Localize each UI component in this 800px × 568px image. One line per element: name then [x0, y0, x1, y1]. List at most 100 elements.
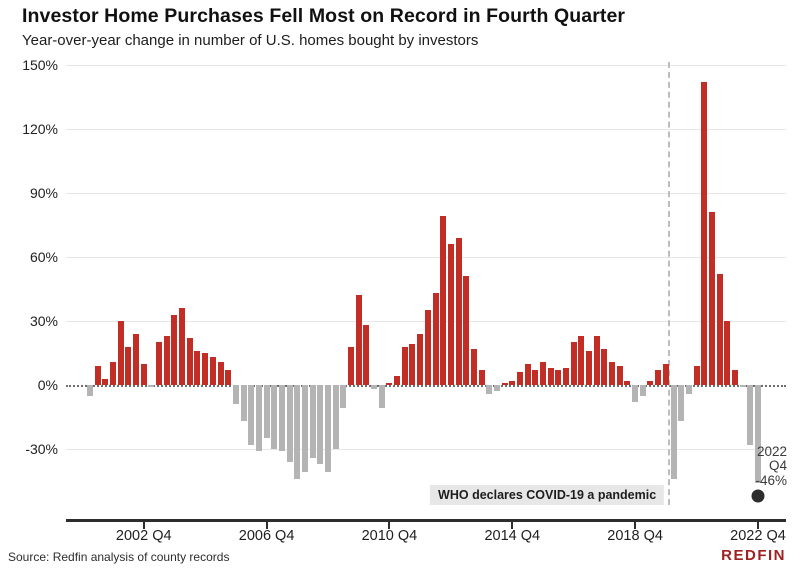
bar-2011-Q4: [417, 333, 424, 385]
bar-2008-Q4: [325, 385, 332, 473]
bar-2015-Q1: [516, 372, 523, 385]
bar-2017-Q1: [578, 335, 585, 385]
x-axis-label: 2002 Q4: [115, 528, 172, 544]
bar-2011-Q2: [401, 346, 408, 385]
y-axis-label: 0%: [37, 377, 58, 393]
bar-2022-Q2: [739, 385, 746, 388]
x-axis-line: [66, 519, 786, 522]
bar-2006-Q3: [255, 385, 262, 452]
bar-2016-Q4: [570, 342, 577, 385]
bar-2014-Q4: [509, 380, 516, 385]
bar-2022-Q4: [754, 385, 761, 484]
x-axis-label: 2014 Q4: [484, 528, 541, 544]
source-note: Source: Redfin analysis of county record…: [8, 550, 230, 564]
bar-2005-Q4: [232, 385, 239, 405]
bar-2019-Q4: [662, 363, 669, 385]
bar-2022-Q1: [731, 370, 738, 385]
x-axis-label: 2006 Q4: [238, 528, 295, 544]
bar-2016-Q2: [555, 370, 562, 385]
bar-2021-Q3: [716, 274, 723, 385]
x-axis-tick: [756, 522, 759, 529]
bar-2019-Q1: [639, 385, 646, 396]
bar-2005-Q2: [217, 361, 224, 385]
x-axis-tick: [265, 522, 268, 529]
bar-2020-Q2: [678, 385, 685, 422]
bar-2013-Q1: [455, 237, 462, 385]
bar-2003-Q4: [171, 314, 178, 385]
bar-2006-Q4: [263, 385, 270, 439]
bar-2004-Q1: [179, 308, 186, 385]
gridline-150: [66, 65, 786, 66]
covid-label: WHO declares COVID-19 a pandemic: [430, 485, 665, 505]
redfin-logo: REDFIN: [721, 547, 786, 564]
bar-2009-Q2: [340, 385, 347, 409]
zero-line: [66, 385, 786, 387]
bar-2018-Q1: [609, 361, 616, 385]
bar-2003-Q2: [156, 342, 163, 385]
bar-2001-Q2: [94, 365, 101, 385]
bar-2007-Q2: [278, 385, 285, 452]
bar-2013-Q3: [470, 348, 477, 385]
bar-2010-Q1: [363, 325, 370, 385]
bar-2002-Q4: [140, 363, 147, 385]
x-axis-tick: [388, 522, 391, 529]
bar-2012-Q2: [432, 293, 439, 385]
bar-2004-Q3: [194, 350, 201, 385]
bar-2002-Q2: [125, 346, 132, 385]
bar-2007-Q4: [294, 385, 301, 479]
page-title: Investor Home Purchases Fell Most on Rec…: [22, 5, 626, 27]
bar-2007-Q3: [286, 385, 293, 462]
bar-2005-Q1: [209, 357, 216, 385]
bar-2004-Q4: [202, 353, 209, 385]
x-axis-tick: [142, 522, 145, 529]
bar-2001-Q3: [102, 378, 109, 385]
endpoint-dot: [751, 489, 765, 503]
bar-2012-Q1: [424, 310, 431, 385]
bar-2012-Q4: [447, 244, 454, 385]
bar-2006-Q2: [248, 385, 255, 445]
bar-2007-Q1: [271, 385, 278, 449]
bar-2015-Q2: [524, 363, 531, 385]
bar-2019-Q3: [655, 370, 662, 385]
bar-2011-Q3: [409, 344, 416, 385]
bar-2009-Q1: [332, 385, 339, 449]
x-axis-label: 2022 Q4: [730, 528, 786, 544]
endpoint-annotation: 2022 Q4 -46%: [755, 444, 787, 489]
bar-2009-Q3: [348, 346, 355, 385]
bar-2008-Q1: [301, 385, 308, 473]
bar-2006-Q1: [240, 385, 247, 422]
bar-2019-Q2: [647, 380, 654, 385]
bar-2014-Q1: [486, 385, 493, 394]
x-axis-tick: [511, 522, 514, 529]
bar-2013-Q4: [478, 370, 485, 385]
bar-2020-Q4: [693, 365, 700, 385]
bar-2018-Q2: [616, 365, 623, 385]
y-axis-label: 60%: [29, 249, 58, 265]
bar-2014-Q3: [501, 382, 508, 385]
bar-2013-Q2: [463, 276, 470, 385]
gridline--30: [66, 448, 786, 450]
endpoint-quarter: 2022 Q4: [756, 444, 787, 474]
bar-2008-Q3: [317, 385, 324, 464]
bar-2015-Q3: [532, 370, 539, 385]
gridline-120: [66, 129, 786, 130]
bar-2022-Q3: [747, 385, 754, 445]
bar-2010-Q3: [378, 385, 385, 409]
bar-2018-Q4: [632, 385, 639, 403]
covid-dashed-line: [668, 62, 671, 505]
bar-2009-Q4: [355, 295, 362, 385]
bar-2001-Q1: [87, 385, 93, 396]
bar-2021-Q4: [724, 321, 731, 385]
bar-2021-Q1: [701, 82, 708, 385]
bar-2003-Q1: [148, 385, 155, 388]
y-axis-label: 120%: [22, 121, 58, 137]
bar-2010-Q2: [371, 385, 378, 390]
x-axis-tick: [634, 522, 637, 529]
y-axis-label: 30%: [29, 313, 58, 329]
bar-2008-Q2: [309, 385, 316, 458]
y-axis-label: -30%: [25, 440, 58, 457]
bar-2014-Q2: [493, 385, 500, 392]
bar-2004-Q2: [186, 338, 193, 385]
